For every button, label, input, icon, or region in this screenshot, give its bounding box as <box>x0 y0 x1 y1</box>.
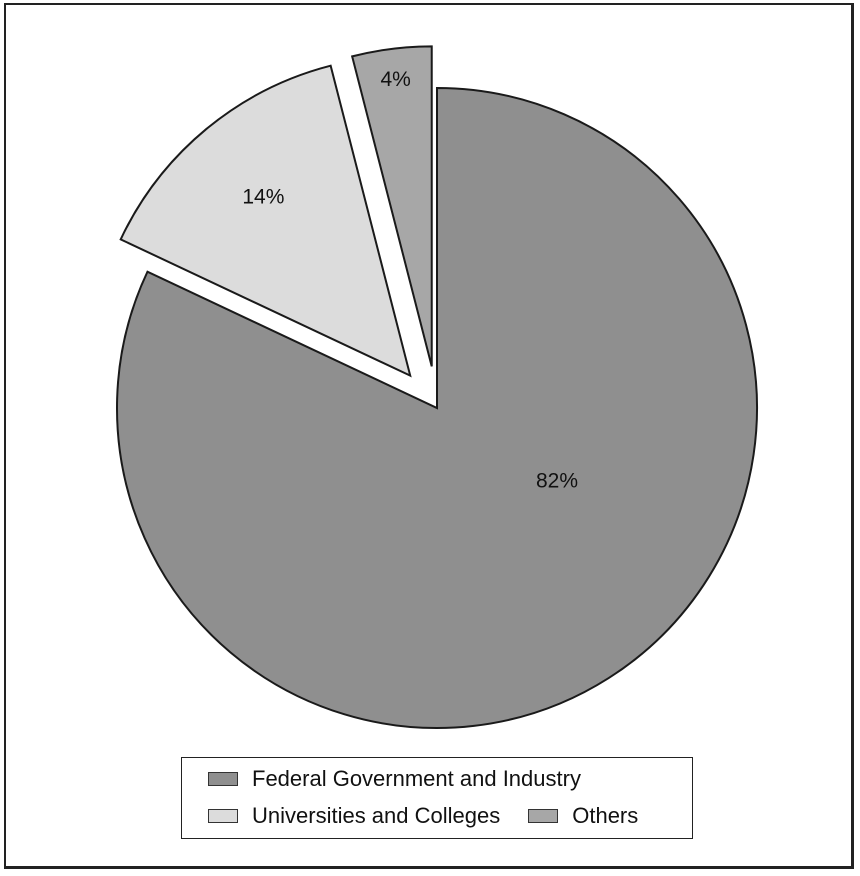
legend-label-universities: Universities and Colleges <box>252 803 501 828</box>
pie-labels: 82% 14% 4% <box>242 68 578 492</box>
legend-swatch-federal <box>208 772 238 786</box>
legend-label-federal: Federal Government and Industry <box>252 766 581 791</box>
pie-slices <box>116 45 758 729</box>
legend-swatch-others <box>528 809 559 823</box>
pie-slice-others <box>350 45 433 367</box>
legend-label-others: Others <box>572 803 639 828</box>
legend-swatch-universities <box>208 809 238 823</box>
pie-slice-federal <box>116 86 758 729</box>
legend: Federal Government and Industry Universi… <box>181 757 693 839</box>
legend-row-2: Universities and Colleges Others <box>208 803 638 829</box>
pie-label-federal: 82% <box>536 470 578 493</box>
legend-item-federal: Federal Government and Industry <box>208 766 581 792</box>
pie-slice-universities <box>119 64 412 378</box>
legend-row-1: Federal Government and Industry <box>208 766 581 792</box>
pie-label-universities: 14% <box>242 186 284 209</box>
legend-item-others: Others <box>528 803 638 829</box>
legend-item-universities: Universities and Colleges <box>208 803 500 829</box>
pie-label-others: 4% <box>380 68 410 91</box>
